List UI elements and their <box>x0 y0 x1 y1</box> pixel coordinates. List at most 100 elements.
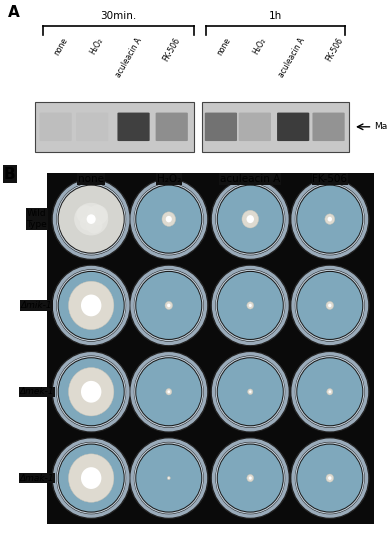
Ellipse shape <box>218 358 283 425</box>
Bar <box>206 432 294 524</box>
Text: 1h: 1h <box>269 11 282 22</box>
Ellipse shape <box>328 390 331 393</box>
Ellipse shape <box>327 217 332 221</box>
Text: FK-506: FK-506 <box>161 36 182 63</box>
FancyBboxPatch shape <box>239 112 271 141</box>
Bar <box>47 432 135 524</box>
Ellipse shape <box>130 352 208 432</box>
Bar <box>206 173 294 265</box>
Ellipse shape <box>326 301 334 309</box>
FancyBboxPatch shape <box>205 112 237 141</box>
Bar <box>286 259 374 352</box>
Text: none: none <box>215 36 233 57</box>
Ellipse shape <box>297 358 362 425</box>
Ellipse shape <box>242 210 258 228</box>
Ellipse shape <box>325 214 335 224</box>
Ellipse shape <box>81 381 101 403</box>
FancyBboxPatch shape <box>118 112 150 141</box>
Ellipse shape <box>246 215 254 223</box>
Ellipse shape <box>248 389 253 395</box>
Text: aculeacin A: aculeacin A <box>220 174 281 184</box>
Ellipse shape <box>291 265 369 346</box>
FancyBboxPatch shape <box>156 112 188 141</box>
Bar <box>206 346 294 438</box>
Ellipse shape <box>130 438 208 518</box>
FancyBboxPatch shape <box>312 112 345 141</box>
Bar <box>206 259 294 352</box>
Ellipse shape <box>328 303 331 307</box>
Text: FK-506: FK-506 <box>312 174 347 184</box>
Bar <box>47 259 135 352</box>
Ellipse shape <box>136 186 201 253</box>
Ellipse shape <box>81 294 101 316</box>
Ellipse shape <box>68 368 114 416</box>
Bar <box>125 259 213 352</box>
Text: none: none <box>52 36 70 57</box>
Ellipse shape <box>86 218 102 234</box>
Ellipse shape <box>247 475 254 482</box>
Ellipse shape <box>81 467 101 489</box>
Bar <box>125 173 213 265</box>
Ellipse shape <box>130 179 208 259</box>
Ellipse shape <box>291 352 369 432</box>
Ellipse shape <box>59 444 124 511</box>
Ellipse shape <box>211 179 289 259</box>
Ellipse shape <box>59 272 124 339</box>
Ellipse shape <box>68 281 114 329</box>
FancyBboxPatch shape <box>277 112 309 141</box>
Ellipse shape <box>211 352 289 432</box>
Text: Wild
Type: Wild Type <box>26 209 47 229</box>
Text: FK-506: FK-506 <box>324 36 345 63</box>
Ellipse shape <box>326 474 334 482</box>
Ellipse shape <box>211 265 289 346</box>
Ellipse shape <box>167 390 170 393</box>
Ellipse shape <box>165 301 173 309</box>
Bar <box>286 173 374 265</box>
FancyBboxPatch shape <box>76 112 108 141</box>
Ellipse shape <box>249 390 251 393</box>
Text: A: A <box>8 5 19 20</box>
Ellipse shape <box>166 216 172 222</box>
Bar <box>125 432 213 524</box>
Text: none: none <box>78 174 104 184</box>
Text: aculeacin A: aculeacin A <box>114 36 144 79</box>
Ellipse shape <box>136 358 201 425</box>
Text: B: B <box>4 166 16 181</box>
Text: Mak-1: Mak-1 <box>374 123 388 131</box>
Ellipse shape <box>218 272 283 339</box>
Ellipse shape <box>166 388 172 395</box>
Bar <box>47 173 135 265</box>
Ellipse shape <box>297 444 362 511</box>
Ellipse shape <box>218 444 283 511</box>
Ellipse shape <box>291 438 369 518</box>
Ellipse shape <box>249 476 252 480</box>
Text: H₂O₂: H₂O₂ <box>157 174 181 184</box>
Ellipse shape <box>218 186 283 253</box>
Ellipse shape <box>74 203 108 235</box>
Ellipse shape <box>247 302 254 309</box>
Ellipse shape <box>80 216 95 231</box>
Text: aculeacin A: aculeacin A <box>277 36 307 79</box>
Bar <box>286 346 374 438</box>
Ellipse shape <box>249 304 252 307</box>
Ellipse shape <box>136 444 201 511</box>
Ellipse shape <box>130 265 208 346</box>
Bar <box>47 346 135 438</box>
Ellipse shape <box>52 438 130 518</box>
Ellipse shape <box>211 438 289 518</box>
Ellipse shape <box>52 265 130 346</box>
Ellipse shape <box>168 477 170 479</box>
Ellipse shape <box>52 352 130 432</box>
Ellipse shape <box>167 476 170 480</box>
Ellipse shape <box>327 388 333 395</box>
Bar <box>286 432 374 524</box>
Bar <box>35 102 194 152</box>
Ellipse shape <box>136 272 201 339</box>
Ellipse shape <box>52 179 130 259</box>
Ellipse shape <box>76 205 95 224</box>
Bar <box>202 102 349 152</box>
Text: 30min.: 30min. <box>100 11 137 22</box>
Text: Δmik-1: Δmik-1 <box>21 301 53 310</box>
Text: Δmek-1: Δmek-1 <box>19 387 54 396</box>
Ellipse shape <box>59 358 124 425</box>
